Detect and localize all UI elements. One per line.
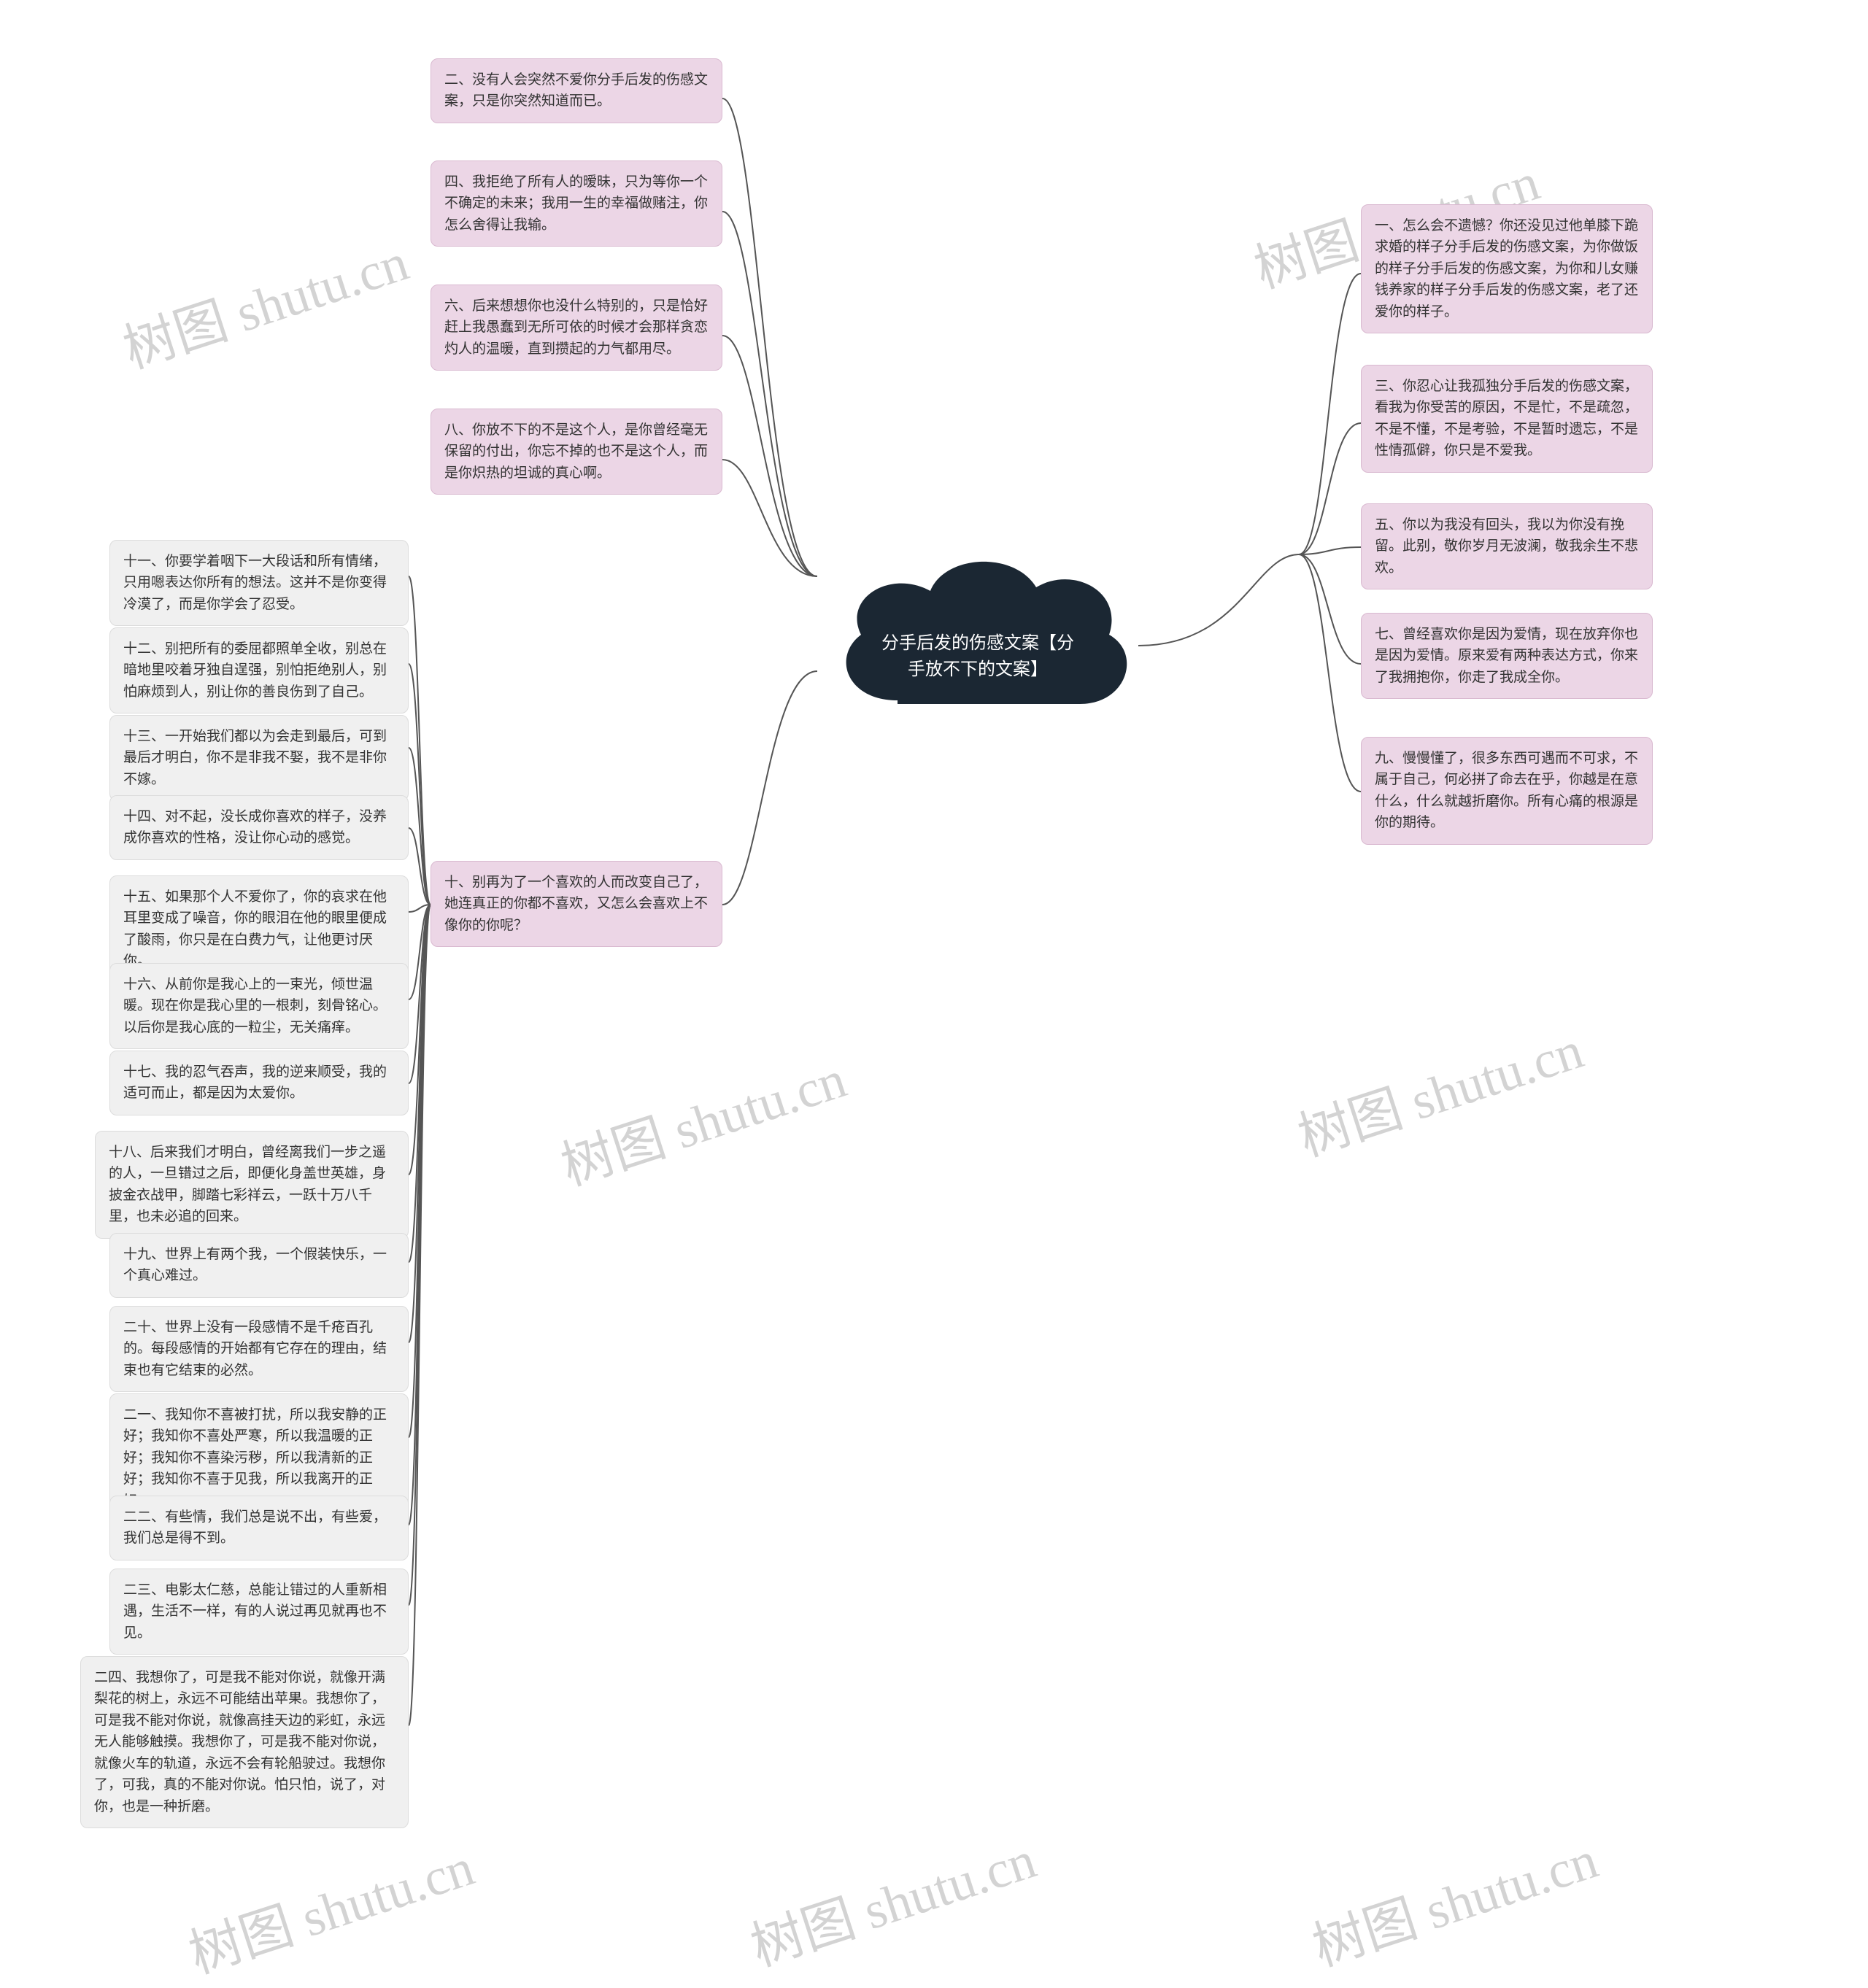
node-r9: 九、慢慢懂了，很多东西可遇而不可求，不属于自己，何必拼了命去在乎，你越是在意什么… (1361, 737, 1653, 845)
node-l4: 四、我拒绝了所有人的暧昧，只为等你一个不确定的未来；我用一生的幸福做赌注，你怎么… (431, 160, 722, 247)
watermark: 树图 shutu.cn (1287, 1007, 1591, 1171)
node-l8: 八、你放不下的不是这个人，是你曾经毫无保留的付出，你忘不掉的也不是这个人，而是你… (431, 409, 722, 495)
node-s13: 十三、一开始我们都以为会走到最后，可到最后才明白，你不是非我不娶，我不是非你不嫁… (109, 715, 409, 801)
watermark: 树图 shutu.cn (740, 1817, 1044, 1981)
node-r5: 五、你以为我没有回头，我以为你没有挽留。此别，敬你岁月无波澜，敬我余生不悲欢。 (1361, 503, 1653, 589)
center-node: 分手后发的伤感文案【分手放不下的文案】 (817, 540, 1138, 751)
node-s16: 十六、从前你是我心上的一束光，倾世温暖。现在你是我心里的一根刺，刻骨铭心。以后你… (109, 963, 409, 1049)
node-r7: 七、曾经喜欢你是因为爱情，现在放弃你也是因为爱情。原来爱有两种表达方式，你来了我… (1361, 613, 1653, 699)
node-s12: 十二、别把所有的委屈都照单全收，别总在暗地里咬着牙独自逞强，别怕拒绝别人，别怕麻… (109, 627, 409, 713)
watermark: 树图 shutu.cn (178, 1824, 482, 1988)
node-s24: 二四、我想你了，可是我不能对你说，就像开满梨花的树上，永远不可能结出苹果。我想你… (80, 1656, 409, 1828)
node-l10: 十、别再为了一个喜欢的人而改变自己了，她连真正的你都不喜欢，又怎么会喜欢上不像你… (431, 861, 722, 947)
node-s11: 十一、你要学着咽下一大段话和所有情绪，只用嗯表达你所有的想法。这并不是你变得冷漠… (109, 540, 409, 626)
mindmap-canvas: 树图 shutu.cn 树图 shutu.cn 树图 shutu.cn 树图 s… (0, 0, 1868, 1924)
center-title: 分手后发的伤感文案【分手放不下的文案】 (876, 630, 1080, 683)
node-l6: 六、后来想想你也没什么特别的，只是恰好赶上我愚蠢到无所可依的时候才会那样贪恋灼人… (431, 285, 722, 371)
watermark: 树图 shutu.cn (550, 1036, 854, 1200)
node-s22: 二二、有些情，我们总是说不出，有些爱，我们总是得不到。 (109, 1496, 409, 1560)
node-s14: 十四、对不起，没长成你喜欢的样子，没养成你喜欢的性格，没让你心动的感觉。 (109, 795, 409, 860)
node-s19: 十九、世界上有两个我，一个假装快乐，一个真心难过。 (109, 1233, 409, 1298)
node-s18: 十八、后来我们才明白，曾经离我们一步之遥的人，一旦错过之后，即便化身盖世英雄，身… (95, 1131, 409, 1239)
node-s23: 二三、电影太仁慈，总能让错过的人重新相遇，生活不一样，有的人说过再见就再也不见。 (109, 1569, 409, 1655)
node-r1: 一、怎么会不遗憾？你还没见过他单膝下跪求婚的样子分手后发的伤感文案，为你做饭的样… (1361, 204, 1653, 333)
node-l2: 二、没有人会突然不爱你分手后发的伤感文案，只是你突然知道而已。 (431, 58, 722, 123)
watermark: 树图 shutu.cn (1302, 1817, 1606, 1981)
watermark: 树图 shutu.cn (112, 219, 417, 383)
node-s20: 二十、世界上没有一段感情不是千疮百孔的。每段感情的开始都有它存在的理由，结束也有… (109, 1306, 409, 1392)
node-r3: 三、你忍心让我孤独分手后发的伤感文案，看我为你受苦的原因，不是忙，不是疏忽，不是… (1361, 365, 1653, 473)
node-s17: 十七、我的忍气吞声，我的逆来顺受，我的适可而止，都是因为太爱你。 (109, 1051, 409, 1115)
